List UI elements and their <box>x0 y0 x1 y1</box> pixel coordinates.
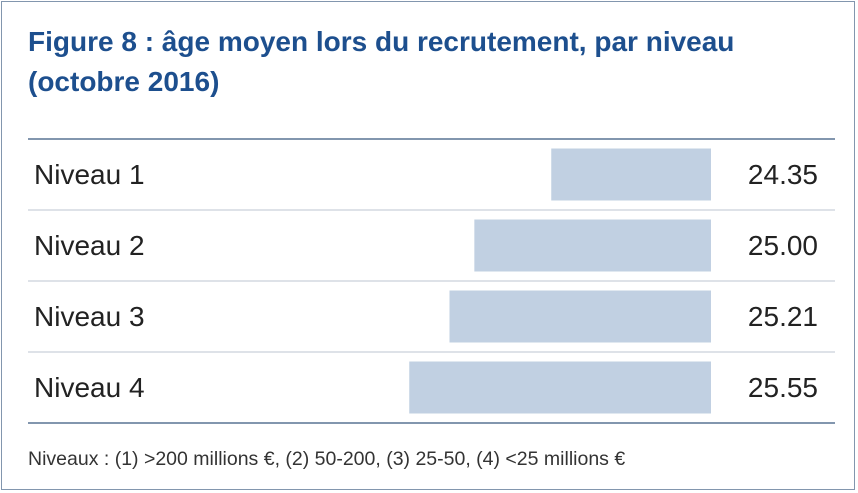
value-label: 25.21 <box>748 301 818 332</box>
chart-title: Figure 8 : âge moyen lors du recrutement… <box>28 26 735 97</box>
value-label: 25.55 <box>748 372 818 403</box>
value-label: 25.00 <box>748 230 818 261</box>
row-label: Niveau 2 <box>34 230 145 261</box>
bar <box>409 361 711 414</box>
row-label: Niveau 1 <box>34 159 145 190</box>
footnote: Niveaux : (1) >200 millions €, (2) 50-20… <box>28 448 626 470</box>
bar <box>551 148 711 201</box>
bar <box>474 219 711 272</box>
bar <box>449 290 711 343</box>
row-label: Niveau 3 <box>34 301 145 332</box>
value-label: 24.35 <box>748 159 818 190</box>
row-label: Niveau 4 <box>34 372 145 403</box>
